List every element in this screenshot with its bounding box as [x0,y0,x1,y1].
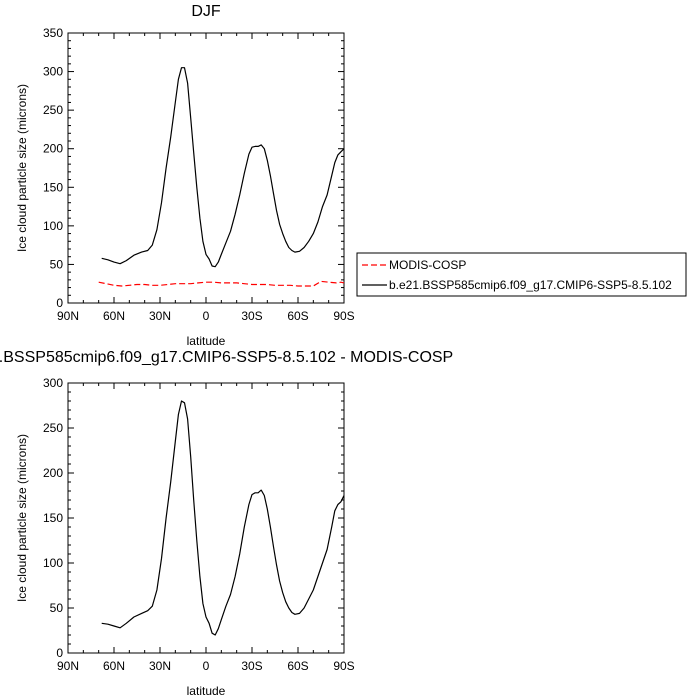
bottom-axes: 90N 60N 30N 0 30S 60S 90S 0 50 100 150 200 250 300 [43,376,355,673]
bottom-x-tick-label: 30S [241,659,262,673]
bottom-series-line-0 [101,400,345,636]
legend-label-model: b.e21.BSSP585cmip6.f09_g17.CMIP6-SSP5-8.… [389,278,672,292]
bottom-panel: b.e21.BSSP585cmip6.f09_g17.CMIP6-SSP5-8.… [0,349,453,698]
top-y-tick-label: 200 [43,142,63,156]
bottom-y-tick-label: 300 [43,376,63,390]
top-y-tick-label: 250 [43,103,63,117]
bottom-x-axis-label: latitude [187,684,226,698]
top-y-axis-label: Ice cloud particle size (microns) [15,84,29,252]
legend-label-modis: MODIS-COSP [389,258,466,272]
top-plot-frame [67,32,345,304]
top-x-tick-label: 30S [241,309,262,323]
top-x-tick-label: 0 [203,309,210,323]
top-series-line-0 [98,280,345,287]
bottom-x-tick-label: 30N [149,659,171,673]
bottom-x-tick-label: 60N [103,659,125,673]
bottom-y-tick-label: 0 [56,646,63,660]
bottom-series [101,400,345,636]
bottom-x-tick-label: 90N [57,659,79,673]
top-y-tick-label: 150 [43,180,63,194]
bottom-chart-title: b.e21.BSSP585cmip6.f09_g17.CMIP6-SSP5-8.… [0,349,453,366]
bottom-y-tick-label: 200 [43,466,63,480]
bottom-y-tick-label: 250 [43,421,63,435]
bottom-plot-frame [67,382,345,654]
bottom-x-tick-label: 60S [287,659,308,673]
top-series [98,67,345,287]
top-axes: 90N 60N 30N 0 30S 60S 90S 0 50 100 150 200 250 300 350 [43,26,355,323]
bottom-y-tick-label: 150 [43,511,63,525]
top-x-tick-label: 60S [287,309,308,323]
bottom-x-tick-label: 0 [203,659,210,673]
top-x-tick-label: 30N [149,309,171,323]
legend-box [356,252,687,297]
top-x-tick-label: 90N [57,309,79,323]
bottom-y-tick-label: 100 [43,556,63,570]
bottom-x-tick-label: 90S [333,659,354,673]
top-x-tick-label: 90S [333,309,354,323]
top-panel: DJF 90N 60N 30N 0 30S 60S 90S 0 50 100 150 200 250 30… [15,3,355,348]
top-chart-title: DJF [191,3,221,20]
top-y-tick-label: 0 [56,296,63,310]
legend: MODIS-COSP b.e21.BSSP585cmip6.f09_g17.CM… [356,252,687,297]
top-y-tick-label: 100 [43,219,63,233]
bottom-y-axis-label: Ice cloud particle size (microns) [15,434,29,602]
top-x-axis-label: latitude [187,334,226,348]
top-y-tick-label: 300 [43,65,63,79]
top-series-line-1 [101,67,345,268]
top-y-tick-label: 50 [50,257,64,271]
top-y-tick-label: 350 [43,26,63,40]
top-x-tick-label: 60N [103,309,125,323]
bottom-y-tick-label: 50 [50,601,64,615]
